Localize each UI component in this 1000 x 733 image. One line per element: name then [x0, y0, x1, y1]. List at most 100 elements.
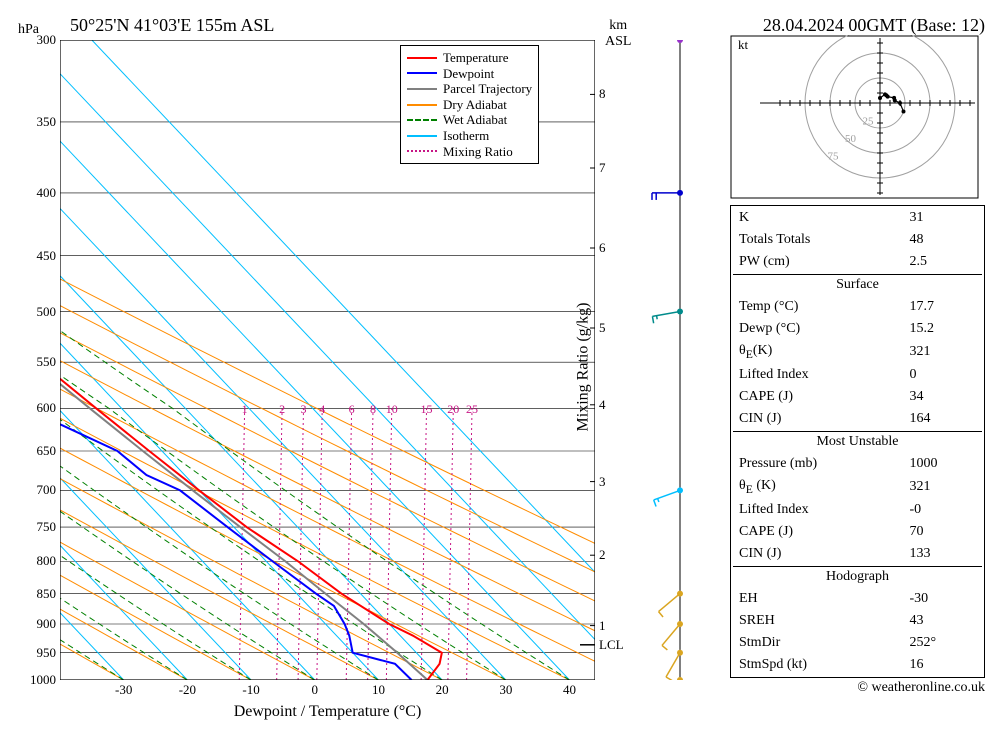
pressure-tick: 300 — [37, 32, 61, 48]
legend-label: Temperature — [443, 50, 509, 66]
thetae-label: θE(K) — [733, 341, 887, 363]
alt-tick: 8 — [595, 86, 606, 102]
legend-swatch — [407, 119, 437, 121]
svg-text:50: 50 — [845, 133, 857, 145]
x-axis-label: Dewpoint / Temperature (°C) — [60, 703, 595, 721]
temp-label: Temp (°C) — [733, 297, 887, 317]
data-panel: K31 Totals Totals48 PW (cm)2.5 Surface T… — [730, 205, 985, 678]
li-value: 0 — [889, 365, 982, 385]
stmdir-label: StmDir — [733, 633, 887, 653]
mixing-ratio-label: 25 — [466, 402, 478, 417]
mu-cape-label: CAPE (J) — [733, 522, 887, 542]
pressure-tick: 950 — [37, 645, 61, 661]
pressure-tick: 400 — [37, 185, 61, 201]
stmspd-value: 16 — [889, 655, 982, 675]
hodograph-svg: 255075kt — [730, 35, 980, 200]
stmspd-label: StmSpd (kt) — [733, 655, 887, 675]
wind-svg — [640, 40, 720, 680]
legend-item: Wet Adiabat — [407, 112, 532, 128]
alt-tick: 3 — [595, 474, 606, 490]
mu-cape-value: 70 — [889, 522, 982, 542]
mu-cin-label: CIN (J) — [733, 544, 887, 564]
mu-thetae-label: θE (K) — [733, 476, 887, 498]
svg-text:25: 25 — [863, 116, 875, 128]
legend-label: Dewpoint — [443, 66, 494, 82]
li-label: Lifted Index — [733, 365, 887, 385]
pressure-tick: 850 — [37, 586, 61, 602]
legend-label: Mixing Ratio — [443, 144, 513, 160]
sreh-label: SREH — [733, 611, 887, 631]
lcl-label: LCL — [595, 637, 624, 653]
location-title: 50°25'N 41°03'E 155m ASL — [70, 15, 274, 36]
temp-tick: -10 — [242, 680, 259, 698]
temp-tick: 20 — [436, 680, 449, 698]
sreh-value: 43 — [889, 611, 982, 631]
pressure-tick: 800 — [37, 553, 61, 569]
pressure-tick: 350 — [37, 114, 61, 130]
alt-tick: 6 — [595, 240, 606, 256]
legend-swatch — [407, 135, 437, 137]
totals-value: 48 — [889, 230, 982, 250]
legend-label: Isotherm — [443, 128, 489, 144]
pressure-tick: 1000 — [30, 672, 60, 688]
temp-tick: -20 — [179, 680, 196, 698]
legend-swatch — [407, 72, 437, 74]
pw-value: 2.5 — [889, 252, 982, 272]
legend-item: Temperature — [407, 50, 532, 66]
hodo-header: Hodograph — [733, 566, 982, 587]
alt-tick: 7 — [595, 160, 606, 176]
thetae-value: 321 — [889, 341, 982, 363]
mixing-ratio-label: 20 — [447, 402, 459, 417]
cin-label: CIN (J) — [733, 409, 887, 429]
mixing-ratio-label: 1 — [242, 402, 248, 417]
legend: TemperatureDewpointParcel TrajectoryDry … — [400, 45, 539, 164]
legend-swatch — [407, 150, 437, 152]
skewt-container: 50°25'N 41°03'E 155m ASL 28.04.2024 00GM… — [0, 0, 1000, 733]
dewp-label: Dewp (°C) — [733, 319, 887, 339]
legend-item: Dry Adiabat — [407, 97, 532, 113]
totals-label: Totals Totals — [733, 230, 887, 250]
mixing-ratio-label: 15 — [421, 402, 433, 417]
mu-pressure-value: 1000 — [889, 454, 982, 474]
stmdir-value: 252° — [889, 633, 982, 653]
k-label: K — [733, 208, 887, 228]
pressure-tick: 900 — [37, 616, 61, 632]
legend-swatch — [407, 104, 437, 106]
pressure-tick: 750 — [37, 519, 61, 535]
dewp-value: 15.2 — [889, 319, 982, 339]
cape-value: 34 — [889, 387, 982, 407]
mixing-ratio-label: 6 — [349, 402, 355, 417]
mu-header: Most Unstable — [733, 431, 982, 452]
pressure-tick: 500 — [37, 304, 61, 320]
temp-tick: 0 — [312, 680, 319, 698]
legend-label: Dry Adiabat — [443, 97, 507, 113]
eh-label: EH — [733, 589, 887, 609]
mu-cin-value: 133 — [889, 544, 982, 564]
mixing-ratio-label: 10 — [386, 402, 398, 417]
mixing-ratio-label: 8 — [370, 402, 376, 417]
alt-tick: 1 — [595, 618, 606, 634]
alt-tick: 5 — [595, 320, 606, 336]
legend-item: Mixing Ratio — [407, 144, 532, 160]
mu-li-value: -0 — [889, 500, 982, 520]
indices-table: K31 Totals Totals48 PW (cm)2.5 Surface T… — [730, 205, 985, 678]
pressure-tick: 450 — [37, 248, 61, 264]
legend-swatch — [407, 57, 437, 59]
cape-label: CAPE (J) — [733, 387, 887, 407]
pressure-tick: 700 — [37, 482, 61, 498]
mu-thetae-value: 321 — [889, 476, 982, 498]
pressure-tick: 600 — [37, 400, 61, 416]
mu-pressure-label: Pressure (mb) — [733, 454, 887, 474]
mixing-ratio-axis-label: Mixing Ratio (g/kg) — [575, 302, 593, 431]
temp-tick: -30 — [115, 680, 132, 698]
pw-label: PW (cm) — [733, 252, 887, 272]
mixing-ratio-label: 4 — [319, 402, 325, 417]
temp-tick: 30 — [499, 680, 512, 698]
datetime-title: 28.04.2024 00GMT (Base: 12) — [763, 15, 985, 36]
hodograph: 255075kt — [730, 35, 980, 200]
legend-label: Wet Adiabat — [443, 112, 507, 128]
k-value: 31 — [889, 208, 982, 228]
cin-value: 164 — [889, 409, 982, 429]
temp-tick: 10 — [372, 680, 385, 698]
mixing-ratio-label: 2 — [279, 402, 285, 417]
